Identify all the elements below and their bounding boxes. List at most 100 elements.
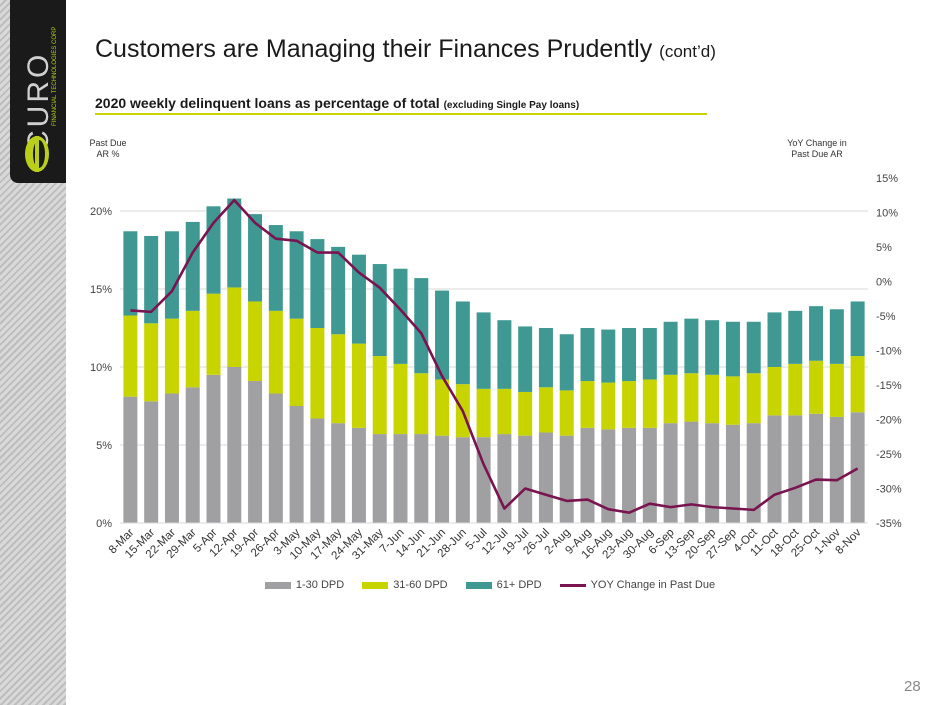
page-number: 28 bbox=[904, 678, 921, 695]
bar-1-30-dpd bbox=[310, 418, 325, 523]
legend-label: YOY Change in Past Due bbox=[590, 579, 716, 591]
bar-1-30-dpd bbox=[455, 437, 470, 523]
bar-31-60-dpd bbox=[705, 374, 720, 424]
bar-61-plus-dpd bbox=[538, 328, 553, 388]
bar-1-30-dpd bbox=[580, 427, 595, 523]
bar-61-plus-dpd bbox=[559, 334, 574, 391]
bar-61-plus-dpd bbox=[372, 264, 387, 357]
bar-31-60-dpd bbox=[663, 374, 678, 424]
bar-1-30-dpd bbox=[829, 416, 844, 523]
bar-1-30-dpd bbox=[227, 367, 242, 523]
bar-61-plus-dpd bbox=[580, 328, 595, 382]
line-yoy-change bbox=[130, 198, 859, 514]
bar-61-plus-dpd bbox=[185, 221, 200, 311]
bar-31-60-dpd bbox=[476, 388, 491, 438]
legend-item-1-30: 1-30 DPD bbox=[264, 579, 345, 591]
bar-61-plus-dpd bbox=[622, 328, 637, 382]
bar-31-60-dpd bbox=[144, 323, 159, 402]
bar-1-30-dpd bbox=[248, 381, 263, 523]
bar-61-plus-dpd bbox=[435, 290, 450, 380]
right-axis-title-line2: Past Due AR bbox=[791, 149, 843, 159]
bar-31-60-dpd bbox=[809, 360, 824, 414]
bar-61-plus-dpd bbox=[393, 268, 408, 364]
bar-31-60-dpd bbox=[289, 318, 304, 406]
bar-1-30-dpd bbox=[767, 415, 782, 523]
bar-31-60-dpd bbox=[206, 293, 221, 375]
bar-1-30-dpd bbox=[725, 424, 740, 523]
bar-61-plus-dpd bbox=[227, 198, 242, 288]
legend-swatch bbox=[465, 581, 492, 589]
bar-61-plus-dpd bbox=[144, 235, 159, 324]
title-main: Customers are Managing their Finances Pr… bbox=[95, 35, 653, 63]
bar-1-30-dpd bbox=[746, 423, 761, 523]
bar-1-30-dpd bbox=[331, 423, 346, 523]
right-axis-title: YoY Change in Past Due AR bbox=[776, 138, 858, 160]
y2-tick-label: -25% bbox=[876, 449, 902, 461]
bar-31-60-dpd bbox=[601, 382, 616, 430]
bar-31-60-dpd bbox=[580, 381, 595, 428]
legend-label: 61+ DPD bbox=[496, 579, 542, 591]
bar-31-60-dpd bbox=[414, 373, 429, 435]
bar-61-plus-dpd bbox=[164, 231, 179, 319]
legend-swatch bbox=[362, 581, 389, 589]
bar-1-30-dpd bbox=[185, 387, 200, 523]
y2-tick-label: -10% bbox=[876, 346, 902, 358]
page-title: Customers are Managing their Finances Pr… bbox=[95, 35, 716, 64]
legend-item-61-plus: 61+ DPD bbox=[465, 579, 542, 591]
bar-31-60-dpd bbox=[435, 379, 450, 436]
bar-61-plus-dpd bbox=[414, 278, 429, 374]
bar-31-60-dpd bbox=[518, 391, 533, 436]
bar-31-60-dpd bbox=[767, 367, 782, 416]
bar-31-60-dpd bbox=[393, 363, 408, 435]
bar-31-60-dpd bbox=[850, 356, 865, 413]
legend-item-31-60: 31-60 DPD bbox=[362, 579, 448, 591]
y2-tick-label: 10% bbox=[876, 208, 898, 220]
y2-tick-label: -30% bbox=[876, 484, 902, 496]
y2-tick-label: 5% bbox=[876, 242, 892, 254]
y2-tick-label: -35% bbox=[876, 518, 902, 530]
legend-item-yoy: YOY Change in Past Due bbox=[559, 579, 716, 591]
title-suffix: (cont’d) bbox=[659, 42, 716, 61]
bar-31-60-dpd bbox=[123, 315, 138, 397]
bar-1-30-dpd bbox=[642, 427, 657, 523]
bar-1-30-dpd bbox=[601, 429, 616, 523]
bar-1-30-dpd bbox=[622, 427, 637, 523]
bar-61-plus-dpd bbox=[123, 231, 138, 316]
bar-61-plus-dpd bbox=[351, 254, 366, 344]
legend-label: 31-60 DPD bbox=[393, 579, 448, 591]
y2-tick-label: -20% bbox=[876, 415, 902, 427]
legend-swatch bbox=[264, 581, 291, 589]
bar-1-30-dpd bbox=[289, 406, 304, 523]
bar-31-60-dpd bbox=[310, 328, 325, 419]
bar-61-plus-dpd bbox=[331, 246, 346, 335]
bar-31-60-dpd bbox=[331, 334, 346, 424]
bar-61-plus-dpd bbox=[788, 310, 803, 364]
subtitle-underline bbox=[95, 113, 707, 115]
bar-61-plus-dpd bbox=[455, 301, 470, 385]
bar-1-30-dpd bbox=[705, 423, 720, 523]
bar-1-30-dpd bbox=[809, 413, 824, 523]
bar-31-60-dpd bbox=[829, 363, 844, 417]
bar-31-60-dpd bbox=[351, 343, 366, 428]
legend-label: 1-30 DPD bbox=[295, 579, 345, 591]
bar-1-30-dpd bbox=[144, 401, 159, 523]
bar-31-60-dpd bbox=[538, 387, 553, 433]
bar-1-30-dpd bbox=[435, 435, 450, 523]
y-tick-label: 0% bbox=[96, 518, 112, 530]
bar-31-60-dpd bbox=[559, 390, 574, 436]
bar-1-30-dpd bbox=[206, 374, 221, 523]
chart-subtitle: 2020 weekly delinquent loans as percenta… bbox=[95, 95, 579, 111]
bar-31-60-dpd bbox=[268, 310, 283, 394]
bar-1-30-dpd bbox=[684, 421, 699, 523]
bar-61-plus-dpd bbox=[310, 239, 325, 328]
bar-1-30-dpd bbox=[788, 415, 803, 523]
bar-61-plus-dpd bbox=[809, 306, 824, 361]
bar-61-plus-dpd bbox=[746, 321, 761, 374]
bar-1-30-dpd bbox=[559, 435, 574, 523]
bar-1-30-dpd bbox=[268, 393, 283, 523]
bar-31-60-dpd bbox=[684, 373, 699, 422]
bar-1-30-dpd bbox=[372, 434, 387, 523]
left-axis-title: Past Due AR % bbox=[82, 138, 134, 160]
bar-31-60-dpd bbox=[497, 388, 512, 435]
